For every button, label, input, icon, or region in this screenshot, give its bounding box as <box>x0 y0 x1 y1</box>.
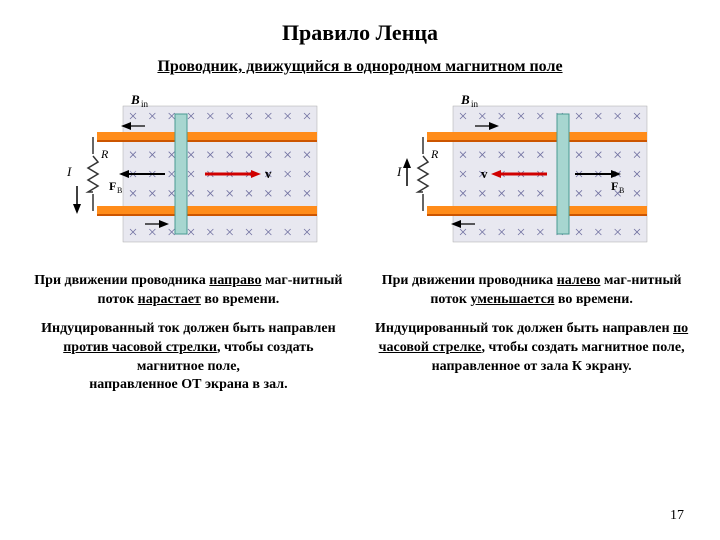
t: При движении проводника <box>34 273 209 288</box>
right-para2: Индуцированный ток должен быть направлен… <box>373 320 690 358</box>
svg-text:v: v <box>265 166 272 181</box>
svg-text:B: B <box>619 186 624 195</box>
svg-text:B: B <box>130 92 140 107</box>
diagram-left-svg: BinRIvFB <box>55 86 335 256</box>
right-para1: При движении проводника налево маг-нитны… <box>373 272 690 310</box>
diagram-right-svg: BinRIvFB <box>385 86 665 256</box>
t: во времени. <box>201 292 279 307</box>
diagram-left: BinRIvFB <box>55 86 335 256</box>
page-number: 17 <box>670 508 684 524</box>
svg-text:in: in <box>471 99 479 109</box>
caption-left: При движении проводника направо маг-нитн… <box>30 272 347 395</box>
page-title: Правило Ленца <box>30 20 690 46</box>
svg-text:R: R <box>430 147 439 161</box>
t: направо <box>209 273 261 288</box>
right-para3: направленное от зала К экрану. <box>373 358 690 377</box>
caption-right: При движении проводника налево маг-нитны… <box>373 272 690 395</box>
t: против часовой стрелки <box>63 340 217 355</box>
svg-text:I: I <box>66 164 72 179</box>
svg-text:B: B <box>460 92 470 107</box>
t: во времени. <box>554 292 632 307</box>
svg-text:B: B <box>117 186 122 195</box>
svg-text:I: I <box>396 164 402 179</box>
svg-text:v: v <box>481 166 488 181</box>
left-para2: Индуцированный ток должен быть направлен… <box>30 320 347 377</box>
t: налево <box>557 273 601 288</box>
diagram-right: BinRIvFB <box>385 86 665 256</box>
diagrams-row: BinRIvFB BinRIvFB <box>30 86 690 256</box>
left-para1: При движении проводника направо маг-нитн… <box>30 272 347 310</box>
t: Индуцированный ток должен быть направлен <box>41 321 336 336</box>
svg-text:R: R <box>100 147 109 161</box>
left-para3: направленное ОТ экрана в зал. <box>30 376 347 395</box>
t: нарастает <box>138 292 201 307</box>
t: , чтобы создать магнитное поле, <box>481 340 684 355</box>
page-subtitle: Проводник, движущийся в однородном магни… <box>30 58 690 76</box>
t: При движении проводника <box>382 273 557 288</box>
captions-row: При движении проводника направо маг-нитн… <box>30 272 690 395</box>
t: Индуцированный ток должен быть направлен <box>375 321 673 336</box>
svg-text:in: in <box>141 99 149 109</box>
svg-text:F: F <box>611 179 618 193</box>
t: уменьшается <box>471 292 555 307</box>
svg-text:F: F <box>109 179 116 193</box>
